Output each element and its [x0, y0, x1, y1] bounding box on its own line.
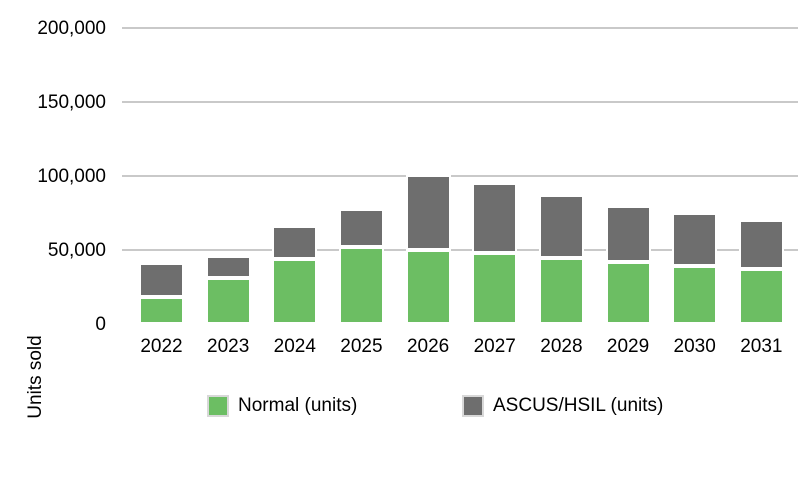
legend-label-ascus: ASCUS/HSIL (units): [493, 395, 664, 416]
legend-label-normal: Normal (units): [238, 395, 358, 416]
bar-segment-ascus-2022: [139, 263, 184, 298]
bar-segment-normal-2026: [405, 250, 451, 324]
gridline: [122, 249, 798, 251]
bar-segment-ascus-2028: [538, 194, 584, 259]
bar-segment-ascus-2030: [672, 213, 718, 267]
x-tick-label: 2027: [473, 336, 516, 357]
bar-segment-normal-2027: [472, 252, 518, 324]
bar-segment-normal-2030: [672, 266, 718, 324]
x-tick-label: 2025: [340, 336, 383, 357]
bar-segment-normal-2024: [272, 258, 318, 324]
bar-segment-ascus-2031: [738, 220, 784, 270]
gridline: [122, 175, 798, 177]
x-tick-label: 2028: [540, 336, 583, 357]
legend-swatch-ascus: [462, 395, 484, 417]
bar-segment-normal-2031: [738, 269, 784, 324]
y-tick-label: 100,000: [37, 166, 106, 187]
bar-segment-ascus-2024: [272, 226, 318, 259]
y-tick-label: 200,000: [37, 18, 106, 39]
bar-segment-normal-2028: [538, 258, 584, 324]
bar-segment-normal-2025: [338, 247, 384, 324]
bar-segment-normal-2029: [605, 261, 651, 324]
y-tick-label: 50,000: [47, 240, 106, 261]
y-axis-title: Units sold: [25, 335, 46, 419]
x-tick-label: 2022: [140, 336, 183, 357]
bar-segment-normal-2022: [139, 297, 184, 324]
x-tick-label: 2029: [606, 336, 650, 357]
bar-segment-ascus-2025: [338, 208, 384, 248]
x-tick-label: 2024: [273, 336, 316, 357]
x-tick-label: 2026: [406, 336, 450, 357]
x-tick-label: 2023: [207, 336, 250, 357]
bar-segment-ascus-2029: [605, 205, 651, 262]
bar-segment-normal-2023: [205, 278, 251, 324]
bar-segment-ascus-2026: [405, 175, 451, 250]
gridline: [122, 101, 798, 103]
y-tick-label: 0: [95, 314, 106, 335]
bar-segment-ascus-2023: [205, 255, 251, 279]
legend-item-ascus: ASCUS/HSIL (units): [462, 394, 663, 418]
x-tick-label: 2030: [673, 336, 716, 357]
gridline: [122, 27, 798, 29]
legend-item-normal: Normal (units): [207, 394, 357, 418]
x-tick-label: 2031: [740, 336, 783, 357]
legend-swatch-normal: [207, 395, 229, 417]
y-tick-label: 150,000: [37, 92, 106, 113]
bar-segment-ascus-2027: [472, 183, 518, 253]
